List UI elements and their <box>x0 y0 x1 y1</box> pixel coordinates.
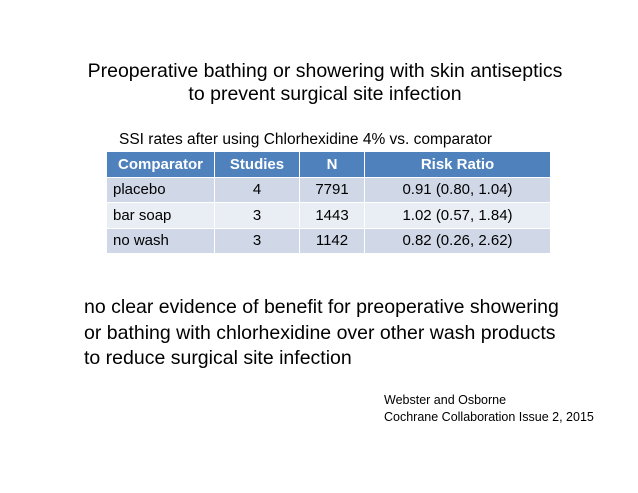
cell-risk-ratio: 0.82 (0.26, 2.62) <box>364 227 551 254</box>
header-comparator: Comparator <box>106 151 215 178</box>
citation-source: Cochrane Collaboration Issue 2, 2015 <box>384 410 594 424</box>
conclusion-line-1: no clear evidence of benefit for preoper… <box>84 296 559 318</box>
slide-title: Preoperative bathing or showering with s… <box>60 60 590 106</box>
citation: Webster and Osborne Cochrane Collaborati… <box>384 392 594 426</box>
table-header-row: Comparator Studies N Risk Ratio <box>106 151 551 178</box>
header-n: N <box>299 151 365 178</box>
cell-n: 1443 <box>299 202 365 229</box>
conclusion-text: no clear evidence of benefit for preoper… <box>84 295 604 372</box>
cell-studies: 3 <box>214 227 300 254</box>
header-risk-ratio: Risk Ratio <box>364 151 551 178</box>
cell-studies: 4 <box>214 176 300 203</box>
cell-risk-ratio: 1.02 (0.57, 1.84) <box>364 202 551 229</box>
cell-n: 1142 <box>299 227 365 254</box>
table-caption: SSI rates after using Chlorhexidine 4% v… <box>119 131 493 148</box>
conclusion-line-2: or bathing with chlorhexidine over other… <box>84 321 556 344</box>
conclusion-line-3: to reduce surgical site infection <box>84 347 352 369</box>
table-row: bar soap 3 1443 1.02 (0.57, 1.84) <box>106 202 551 229</box>
risk-ratio-table: Comparator Studies N Risk Ratio placebo … <box>106 151 551 254</box>
title-line-1: Preoperative bathing or showering with s… <box>87 60 563 82</box>
cell-comparator: bar soap <box>106 202 215 229</box>
cell-studies: 3 <box>214 202 300 229</box>
cell-n: 7791 <box>299 176 365 203</box>
header-studies: Studies <box>214 151 300 178</box>
table-row: no wash 3 1142 0.82 (0.26, 2.62) <box>106 227 551 254</box>
cell-risk-ratio: 0.91 (0.80, 1.04) <box>364 176 551 203</box>
cell-comparator: placebo <box>106 176 215 203</box>
citation-authors: Webster and Osborne <box>384 393 507 407</box>
title-line-2: to prevent surgical site infection <box>188 83 462 105</box>
table-row: placebo 4 7791 0.91 (0.80, 1.04) <box>106 176 551 203</box>
cell-comparator: no wash <box>106 227 215 254</box>
